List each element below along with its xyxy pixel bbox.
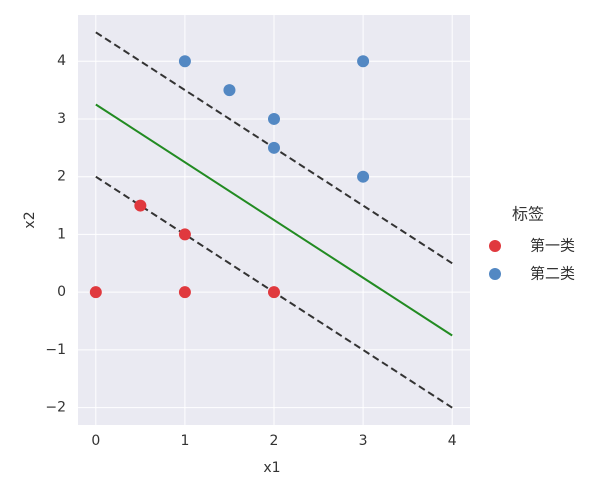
legend-marker bbox=[489, 240, 501, 252]
point bbox=[134, 199, 147, 212]
x-tick-label: 2 bbox=[270, 433, 279, 449]
x-tick-label: 0 bbox=[91, 433, 100, 449]
legend-label: 第一类 bbox=[530, 237, 575, 255]
y-tick-label: −1 bbox=[45, 342, 66, 358]
legend-label: 第二类 bbox=[530, 265, 575, 283]
point bbox=[178, 228, 191, 241]
point bbox=[178, 55, 191, 68]
y-tick-label: 1 bbox=[57, 226, 66, 242]
point bbox=[357, 170, 370, 183]
x-axis-label: x1 bbox=[263, 460, 280, 476]
legend-marker bbox=[489, 268, 501, 280]
y-tick-label: 4 bbox=[57, 53, 66, 69]
y-tick-label: 2 bbox=[57, 169, 66, 185]
y-tick-label: 0 bbox=[57, 284, 66, 300]
legend-title: 标签 bbox=[512, 205, 544, 224]
point bbox=[178, 286, 191, 299]
point bbox=[268, 112, 280, 125]
y-tick-label: 3 bbox=[57, 111, 66, 127]
y-axis-label: x2 bbox=[22, 211, 38, 228]
y-tick-label: −2 bbox=[45, 400, 66, 416]
x-tick-label: 3 bbox=[359, 433, 368, 449]
point bbox=[268, 141, 280, 154]
point bbox=[223, 84, 236, 97]
point bbox=[268, 286, 280, 299]
point bbox=[357, 55, 370, 68]
x-tick-label: 4 bbox=[448, 433, 457, 449]
line bbox=[95, 103, 453, 337]
point bbox=[89, 286, 102, 299]
x-tick-label: 1 bbox=[180, 433, 189, 449]
